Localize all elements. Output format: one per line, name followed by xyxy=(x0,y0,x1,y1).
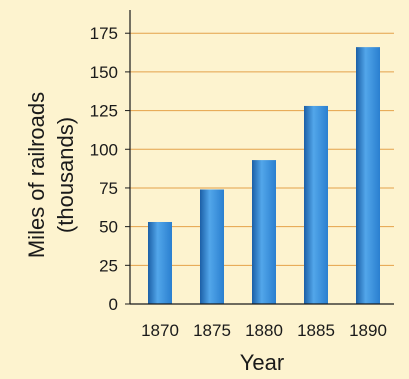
bar-1875 xyxy=(200,189,224,304)
bars xyxy=(148,47,380,304)
x-tick-label: 1870 xyxy=(141,321,179,340)
y-tick-label: 150 xyxy=(90,63,118,82)
x-axis-title: Year xyxy=(240,350,284,375)
y-tick-label: 0 xyxy=(109,295,118,314)
bar-1880 xyxy=(252,160,276,304)
bar-1885 xyxy=(304,105,328,304)
bar-1870 xyxy=(148,221,172,304)
y-axis-title-line-1: Miles of railroads xyxy=(24,92,49,258)
y-tick-label: 50 xyxy=(99,218,118,237)
x-tick-labels: 1870 1875 1880 1885 1890 xyxy=(141,321,387,340)
x-tick-label: 1890 xyxy=(349,321,387,340)
y-axis-title-line-2: (thousands) xyxy=(53,117,78,233)
x-tick-label: 1875 xyxy=(193,321,231,340)
y-tick-label: 175 xyxy=(90,24,118,43)
y-tick-label: 125 xyxy=(90,102,118,121)
y-tick-labels: 0 25 50 75 100 125 150 175 xyxy=(90,24,130,314)
x-tick-label: 1880 xyxy=(245,321,283,340)
y-tick-label: 100 xyxy=(90,140,118,159)
y-tick-label: 25 xyxy=(99,256,118,275)
x-tick-label: 1885 xyxy=(297,321,335,340)
y-tick-label: 75 xyxy=(99,179,118,198)
bar-1890 xyxy=(356,47,380,304)
